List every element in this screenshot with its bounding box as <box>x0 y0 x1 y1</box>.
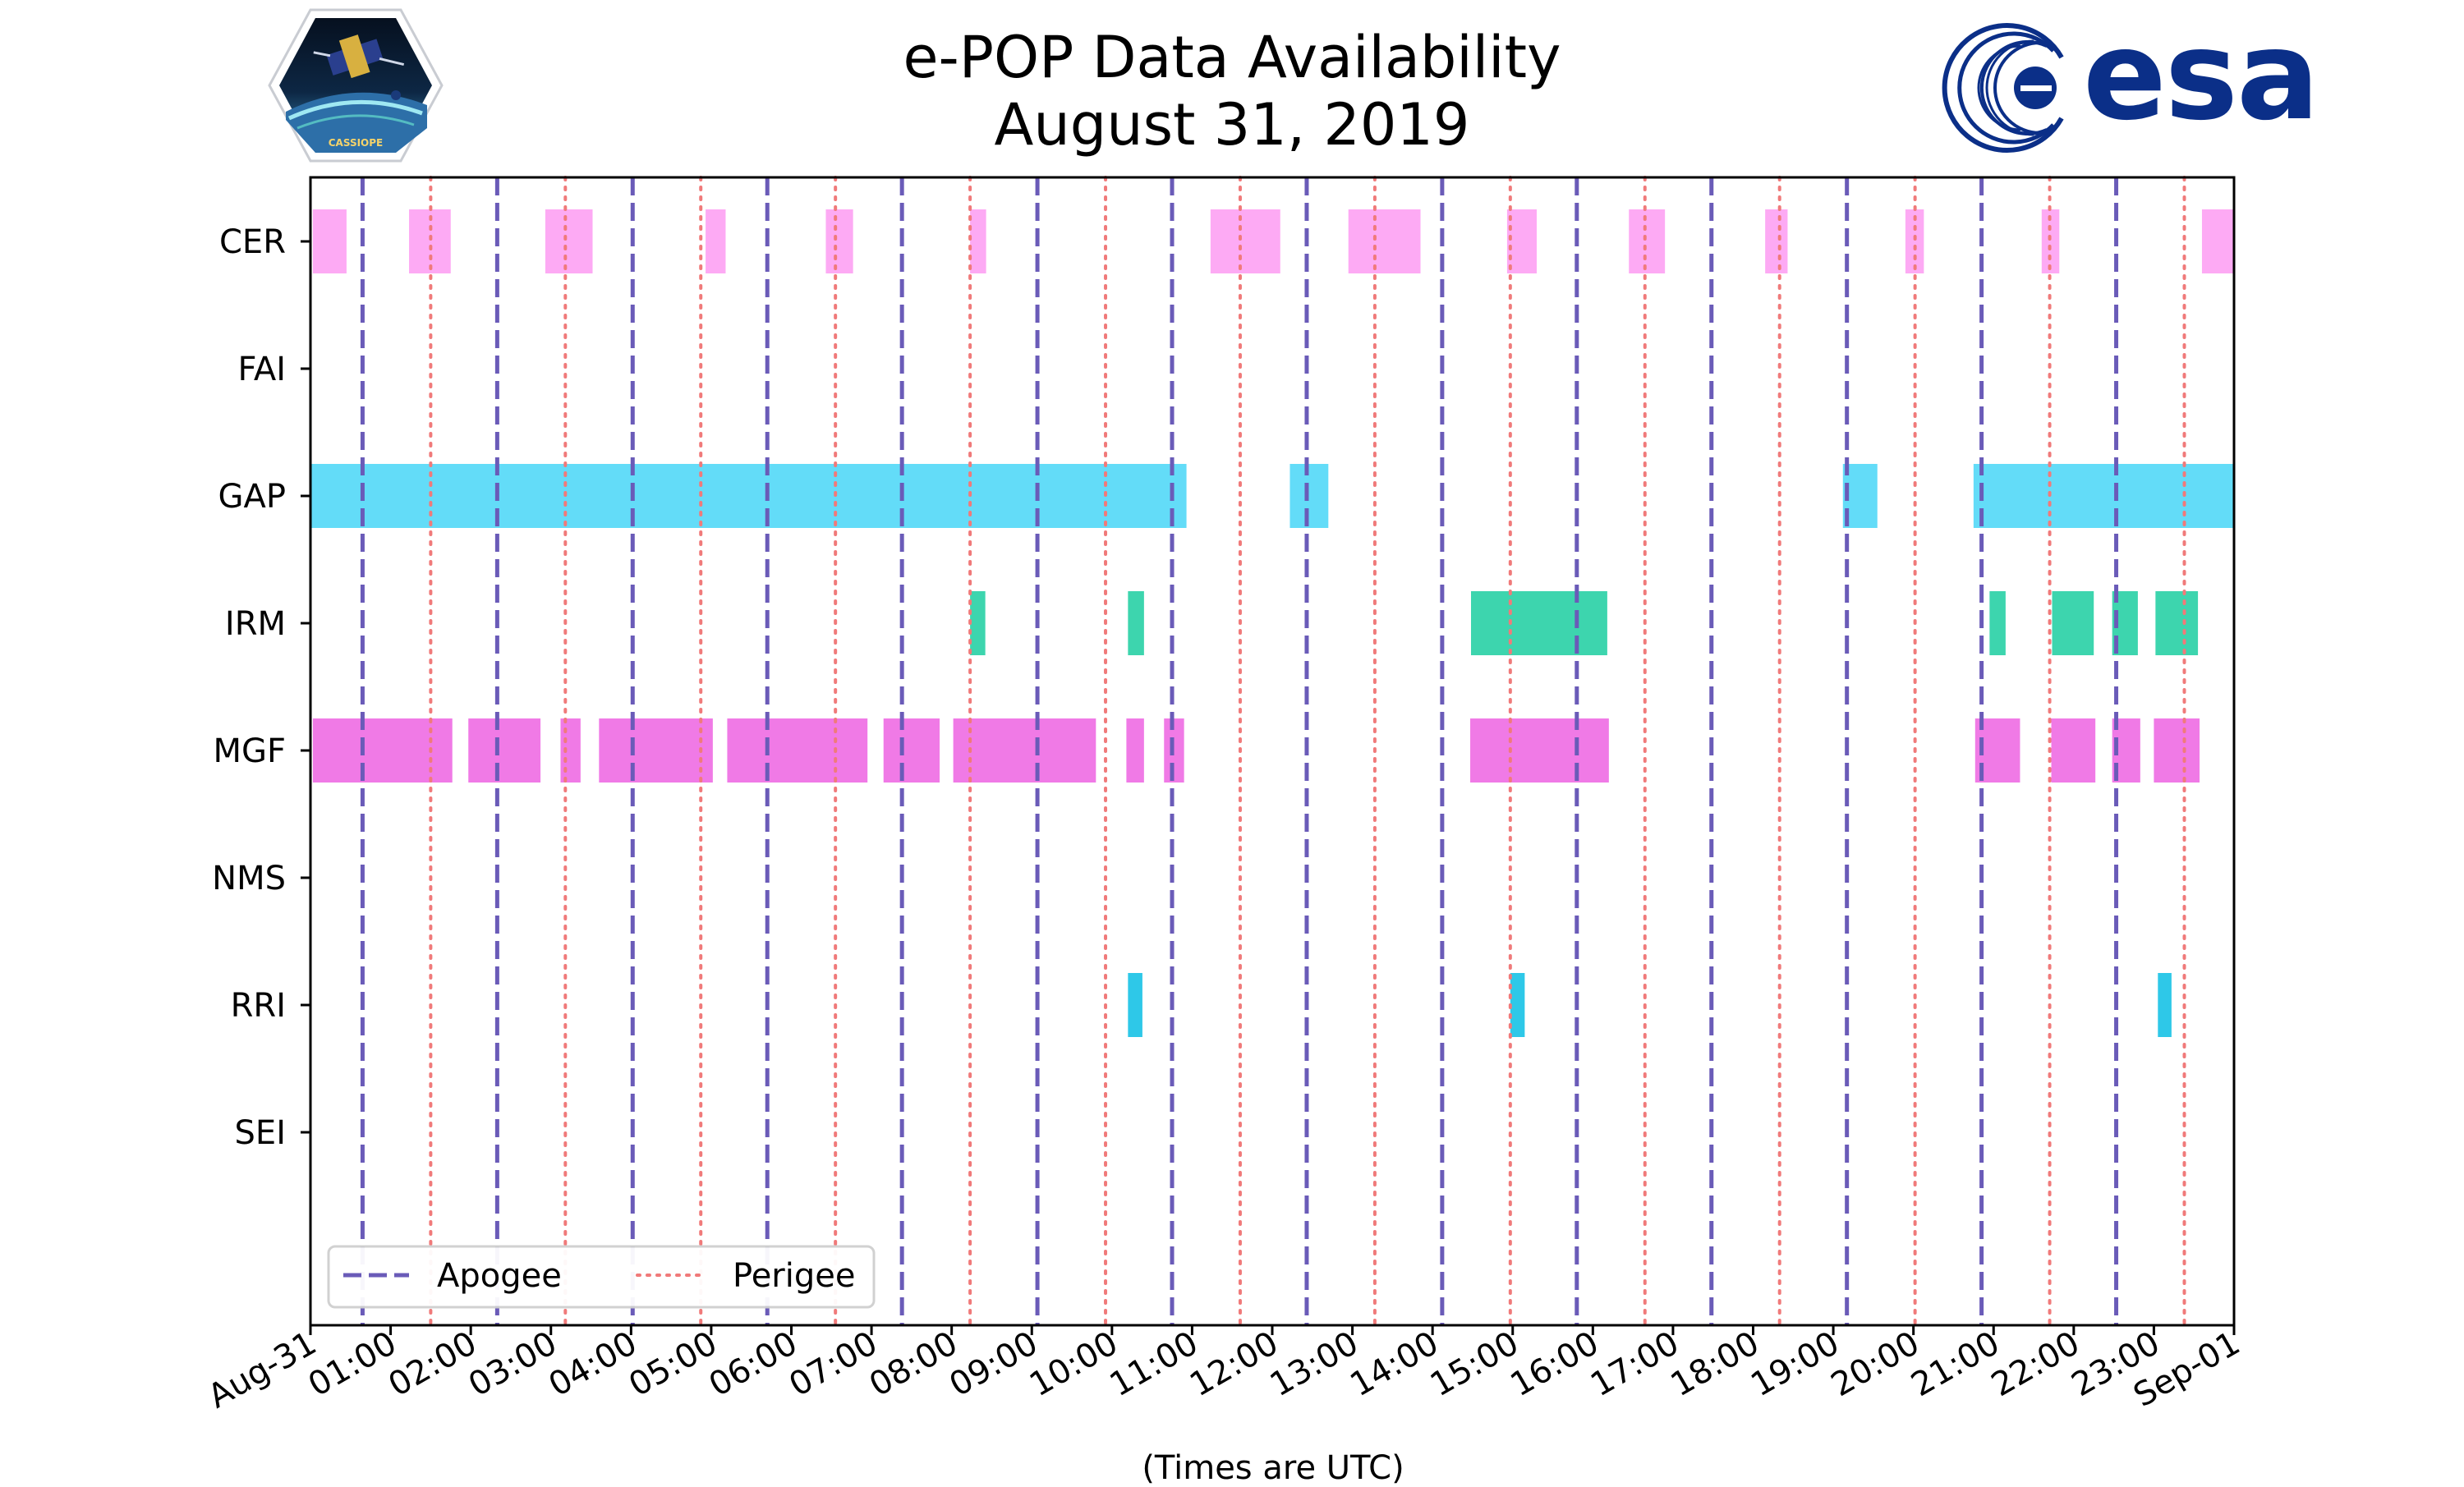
bar-mgf-5 <box>883 718 940 783</box>
bar-irm-2 <box>1471 591 1607 655</box>
y-tick-label-irm: IRM <box>225 605 286 643</box>
x-tick-label-9: 09:00 <box>943 1324 1044 1404</box>
bar-cer-11 <box>1905 209 1924 273</box>
x-axis-label: (Times are UTC) <box>1142 1449 1404 1487</box>
bar-mgf-1 <box>468 718 541 783</box>
x-tick-label-13: 13:00 <box>1264 1324 1365 1404</box>
bar-rri-0 <box>1128 973 1142 1037</box>
bar-mgf-2 <box>560 718 581 783</box>
y-tick-label-cer: CER <box>219 223 286 261</box>
x-tick-label-14: 14:00 <box>1344 1324 1445 1404</box>
esa-globe-icon <box>1942 23 2064 153</box>
bar-irm-6 <box>2155 591 2199 655</box>
y-tick-label-nms: NMS <box>212 860 286 897</box>
bar-mgf-7 <box>1126 718 1144 783</box>
bar-rri-2 <box>2158 973 2172 1037</box>
bar-mgf-4 <box>727 718 868 783</box>
bar-gap-3 <box>1973 464 2234 528</box>
cassiope-caption: CASSIOPE <box>329 137 384 149</box>
x-tick-label-22: 22:00 <box>1985 1324 2086 1404</box>
esa-wordmark: esa <box>2083 5 2319 148</box>
bar-mgf-13 <box>2154 718 2200 783</box>
x-tick-label-20: 20:00 <box>1825 1324 1926 1404</box>
x-tick-label-15: 15:00 <box>1424 1324 1525 1404</box>
bar-cer-4 <box>825 209 853 273</box>
legend: Apogee Perigee <box>327 1245 876 1309</box>
bar-cer-7 <box>1348 209 1421 273</box>
x-tick-label-11: 11:00 <box>1104 1324 1205 1404</box>
x-tick-label-17: 17:00 <box>1584 1324 1685 1404</box>
x-tick-label-18: 18:00 <box>1665 1324 1766 1404</box>
esa-logo <box>1938 18 2078 161</box>
bar-gap-0 <box>310 464 1187 528</box>
bar-irm-1 <box>1128 591 1144 655</box>
bar-cer-5 <box>970 209 986 273</box>
bar-cer-3 <box>706 209 726 273</box>
cassiope-logo: CASSIOPE <box>264 5 447 169</box>
bar-irm-0 <box>970 591 986 655</box>
x-tick-label-1: 01:00 <box>302 1324 403 1404</box>
x-tick-label-10: 10:00 <box>1023 1324 1124 1404</box>
bar-cer-8 <box>1506 209 1538 273</box>
bar-cer-6 <box>1210 209 1280 273</box>
x-tick-label-19: 19:00 <box>1745 1324 1846 1404</box>
bar-cer-0 <box>312 209 347 273</box>
bar-mgf-9 <box>1470 718 1609 783</box>
bar-cer-10 <box>1765 209 1788 273</box>
x-tick-label-12: 12:00 <box>1184 1324 1285 1404</box>
x-tick-label-3: 03:00 <box>462 1324 563 1404</box>
bar-mgf-3 <box>599 718 713 783</box>
bar-irm-4 <box>2052 591 2094 655</box>
bar-mgf-6 <box>953 718 1096 783</box>
chart-subtitle: August 31, 2019 <box>994 91 1470 158</box>
y-tick-label-fai: FAI <box>238 351 287 388</box>
bar-cer-2 <box>545 209 593 273</box>
x-tick-label-5: 05:00 <box>623 1324 724 1404</box>
x-tick-label-16: 16:00 <box>1504 1324 1605 1404</box>
y-tick-label-sei: SEI <box>235 1114 286 1152</box>
legend-box <box>327 1245 876 1309</box>
bar-cer-13 <box>2201 209 2234 273</box>
x-tick-label-8: 08:00 <box>863 1324 964 1404</box>
bar-gap-1 <box>1289 464 1329 528</box>
x-tick-label-2: 02:00 <box>382 1324 483 1404</box>
bar-cer-12 <box>2041 209 2060 273</box>
x-tick-label-6: 06:00 <box>703 1324 804 1404</box>
chart-title: e-POP Data Availability <box>903 24 1561 91</box>
y-tick-label-mgf: MGF <box>213 732 286 770</box>
y-tick-label-rri: RRI <box>231 987 286 1025</box>
legend-apogee-label: Apogee <box>437 1257 562 1295</box>
bar-rri-1 <box>1510 973 1525 1037</box>
x-tick-label-7: 07:00 <box>783 1324 884 1404</box>
bar-mgf-11 <box>2051 718 2096 783</box>
cassiope-badge-icon: CASSIOPE <box>268 8 444 163</box>
bar-irm-3 <box>1989 591 2006 655</box>
bar-cer-9 <box>1629 209 1666 273</box>
x-tick-label-21: 21:00 <box>1905 1324 2006 1404</box>
x-tick-label-4: 04:00 <box>542 1324 643 1404</box>
legend-perigee-label: Perigee <box>733 1257 855 1295</box>
y-tick-label-gap: GAP <box>218 478 286 516</box>
